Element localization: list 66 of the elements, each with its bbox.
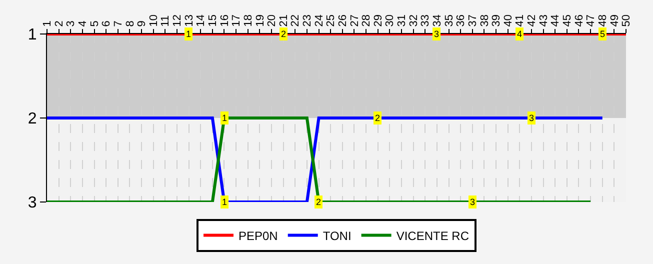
- x-tick-label: 46: [573, 14, 586, 27]
- x-tick-label: 15: [207, 14, 220, 27]
- x-tick-label: 26: [336, 14, 349, 27]
- x-tick-label: 35: [443, 14, 456, 27]
- x-tick-label: 40: [502, 14, 514, 27]
- annotation: 4: [517, 29, 522, 39]
- x-tick-label: 7: [112, 20, 124, 27]
- annotation: 5: [600, 29, 606, 39]
- annotation: 3: [529, 113, 534, 123]
- annotation: 3: [434, 29, 440, 39]
- x-tick-label: 37: [466, 14, 479, 27]
- legend-label: PEP0N: [238, 228, 278, 243]
- x-tick-label: 38: [478, 14, 491, 27]
- x-tick-label: 17: [230, 14, 243, 27]
- x-tick-label: 20: [266, 14, 278, 27]
- annotation: 1: [222, 113, 228, 123]
- x-tick-label: 11: [160, 15, 172, 27]
- x-tick-label: 18: [242, 14, 254, 27]
- x-tick-label: 49: [608, 14, 621, 27]
- y-tick-label: 3: [28, 194, 37, 212]
- legend-label: TONI: [322, 228, 352, 243]
- x-tick-label: 16: [218, 14, 231, 27]
- x-tick-label: 47: [585, 14, 598, 27]
- x-tick-label: 22: [290, 14, 302, 27]
- x-tick-label: 48: [596, 14, 609, 27]
- x-tick-label: 2: [53, 20, 66, 27]
- x-tick-label: 50: [620, 14, 633, 27]
- x-tick-label: 31: [396, 14, 408, 27]
- y-tick-label: 2: [28, 110, 37, 128]
- x-tick-label: 25: [325, 14, 338, 27]
- x-tick-label: 13: [183, 14, 196, 27]
- x-tick-label: 45: [561, 14, 574, 27]
- annotation: 1: [222, 197, 228, 207]
- x-tick-label: 44: [550, 14, 562, 27]
- x-tick-label: 30: [384, 14, 396, 27]
- x-tick-label: 21: [278, 14, 290, 27]
- x-tick-label: 34: [432, 14, 444, 27]
- x-tick-label: 6: [100, 20, 113, 27]
- annotation: 2: [375, 113, 380, 123]
- x-tick-label: 33: [420, 14, 432, 27]
- annotation: 3: [470, 197, 476, 207]
- x-tick-label: 23: [302, 14, 314, 27]
- x-tick-label: 19: [254, 14, 266, 27]
- legend-label: VICENTE RC: [396, 228, 470, 243]
- x-tick-label: 3: [65, 20, 78, 27]
- x-tick-label: 27: [348, 14, 361, 27]
- x-tick-label: 10: [148, 14, 160, 27]
- x-tick-label: 42: [526, 14, 538, 27]
- x-tick-label: 41: [514, 14, 526, 27]
- x-tick-label: 9: [136, 20, 148, 27]
- annotation: 2: [281, 29, 286, 39]
- x-tick-label: 14: [195, 14, 208, 27]
- x-tick-label: 4: [77, 20, 90, 27]
- x-tick-label: 5: [88, 20, 101, 27]
- x-tick-label: 32: [408, 14, 420, 27]
- x-tick-label: 12: [172, 14, 184, 27]
- x-tick-label: 29: [372, 14, 384, 27]
- x-tick-label: 39: [490, 14, 503, 27]
- x-tick-label: 8: [124, 20, 136, 27]
- x-tick-label: 36: [455, 14, 468, 27]
- annotation: 1: [186, 29, 192, 39]
- annotation: 2: [316, 197, 322, 207]
- x-tick-label: 28: [360, 14, 373, 27]
- x-tick-label: 43: [538, 14, 550, 27]
- x-tick-label: 1: [42, 20, 54, 27]
- x-tick-label: 24: [313, 14, 326, 27]
